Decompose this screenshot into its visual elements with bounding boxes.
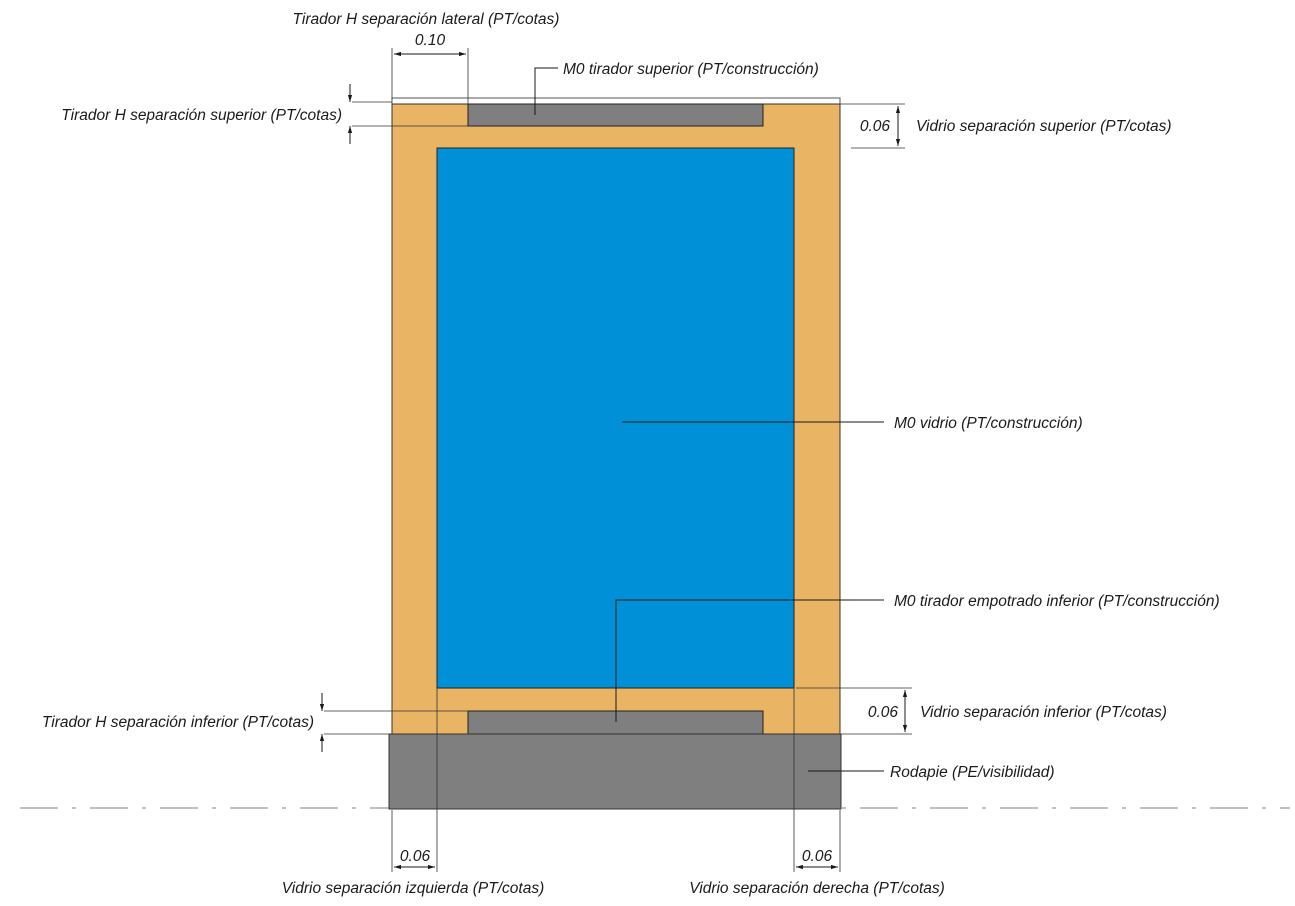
bottom-sep-label: Tirador H separación inferior (PT/cotas)	[42, 714, 314, 731]
glass-right-dim-value: 0.06	[802, 848, 833, 865]
glass-label: M0 vidrio (PT/construcción)	[894, 415, 1083, 432]
lateral-dim-value: 0.10	[415, 32, 446, 49]
bottom-handle-label: M0 tirador empotrado inferior (PT/constr…	[894, 593, 1220, 610]
bottom-handle-leader	[615, 599, 884, 722]
top-handle-leader	[534, 67, 558, 115]
glass-left-dim-value: 0.06	[400, 848, 431, 865]
glass-right-label: Vidrio separación derecha (PT/cotas)	[689, 880, 945, 897]
lateral-label: Tirador H separación lateral (PT/cotas)	[293, 11, 560, 28]
glass-panel	[436, 147, 795, 689]
baseboard	[388, 733, 842, 810]
glass-bottom-dim-value: 0.06	[868, 704, 899, 721]
glass-left-label: Vidrio separación izquierda (PT/cotas)	[282, 880, 544, 897]
top-handle-label: M0 tirador superior (PT/construcción)	[563, 61, 819, 78]
door-outline	[391, 97, 841, 105]
top-sep-label: Tirador H separación superior (PT/cotas)	[61, 107, 342, 124]
top-handle	[467, 103, 764, 127]
glass-top-label: Vidrio separación superior (PT/cotas)	[916, 118, 1172, 135]
baseboard-label: Rodapie (PE/visibilidad)	[890, 764, 1055, 781]
glass-top-dim-value: 0.06	[860, 118, 891, 135]
glass-bottom-label: Vidrio separación inferior (PT/cotas)	[920, 704, 1167, 721]
